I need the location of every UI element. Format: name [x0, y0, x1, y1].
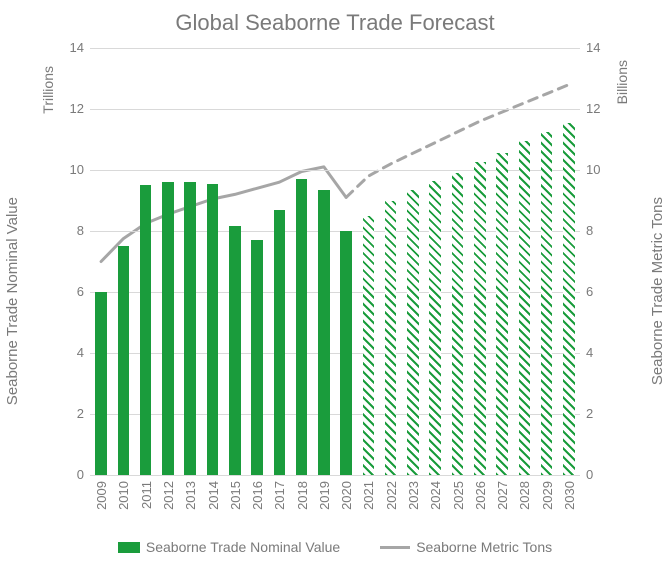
bar [519, 141, 531, 475]
y-tick-right: 8 [586, 223, 593, 238]
gridline [90, 109, 580, 110]
x-tick: 2013 [183, 481, 198, 510]
bar [296, 179, 308, 475]
x-tick: 2012 [161, 481, 176, 510]
y-tick-right: 2 [586, 406, 593, 421]
x-tick: 2016 [250, 481, 265, 510]
legend-swatch-bar [118, 542, 140, 553]
bar [274, 210, 286, 475]
bar [318, 190, 330, 475]
x-tick: 2017 [272, 481, 287, 510]
bar [541, 132, 553, 475]
x-tick: 2022 [384, 481, 399, 510]
bar [340, 231, 352, 475]
bar [251, 240, 263, 475]
bar [474, 162, 486, 475]
y-tick-left: 12 [62, 101, 84, 116]
legend-item-bars: Seaborne Trade Nominal Value [118, 539, 340, 555]
bar [429, 181, 441, 475]
bar [207, 184, 219, 475]
x-tick: 2014 [206, 481, 221, 510]
chart-container: Global Seaborne Trade Forecast Seaborne … [0, 0, 670, 563]
bar [563, 123, 575, 475]
gridline [90, 475, 580, 476]
x-tick: 2028 [517, 481, 532, 510]
x-tick: 2024 [428, 481, 443, 510]
x-tick: 2025 [451, 481, 466, 510]
bar [496, 153, 508, 475]
bar [407, 190, 419, 475]
bar [385, 201, 397, 476]
y-axis-right-unit: Billions [614, 60, 630, 104]
y-axis-left-label: Seaborne Trade Nominal Value [4, 197, 21, 405]
x-tick: 2011 [139, 481, 154, 509]
y-tick-left: 14 [62, 40, 84, 55]
y-tick-left: 6 [62, 284, 84, 299]
x-tick: 2021 [361, 481, 376, 510]
legend-label-line: Seaborne Metric Tons [416, 539, 552, 555]
legend-item-line: Seaborne Metric Tons [380, 539, 552, 555]
y-tick-right: 0 [586, 467, 593, 482]
x-tick: 2029 [540, 481, 555, 510]
line-solid [101, 167, 346, 262]
x-tick: 2020 [339, 481, 354, 510]
x-tick: 2009 [94, 481, 109, 510]
y-tick-left: 0 [62, 467, 84, 482]
y-axis-left-unit: Trillions [40, 66, 56, 114]
bar [452, 173, 464, 475]
legend-swatch-line [380, 546, 410, 549]
bar [140, 185, 152, 475]
gridline [90, 48, 580, 49]
x-tick: 2019 [317, 481, 332, 510]
plot-area [90, 48, 580, 475]
legend-label-bars: Seaborne Trade Nominal Value [146, 539, 340, 555]
legend: Seaborne Trade Nominal Value Seaborne Me… [0, 539, 670, 555]
x-tick: 2027 [495, 481, 510, 510]
bar [118, 246, 130, 475]
y-tick-left: 4 [62, 345, 84, 360]
chart-title: Global Seaborne Trade Forecast [0, 10, 670, 36]
x-tick: 2018 [295, 481, 310, 510]
y-tick-left: 2 [62, 406, 84, 421]
x-tick: 2023 [406, 481, 421, 510]
y-tick-right: 10 [586, 162, 600, 177]
bar [184, 182, 196, 475]
y-tick-right: 14 [586, 40, 600, 55]
bar [162, 182, 174, 475]
y-tick-left: 8 [62, 223, 84, 238]
x-tick: 2030 [562, 481, 577, 510]
y-axis-right-label: Seaborne Trade Metric Tons [649, 197, 666, 385]
x-tick: 2015 [228, 481, 243, 510]
y-tick-left: 10 [62, 162, 84, 177]
bar [363, 216, 375, 475]
x-tick: 2010 [116, 481, 131, 510]
bar [229, 226, 241, 475]
y-tick-right: 6 [586, 284, 593, 299]
y-tick-right: 4 [586, 345, 593, 360]
y-tick-right: 12 [586, 101, 600, 116]
bar [95, 292, 107, 475]
x-tick: 2026 [473, 481, 488, 510]
